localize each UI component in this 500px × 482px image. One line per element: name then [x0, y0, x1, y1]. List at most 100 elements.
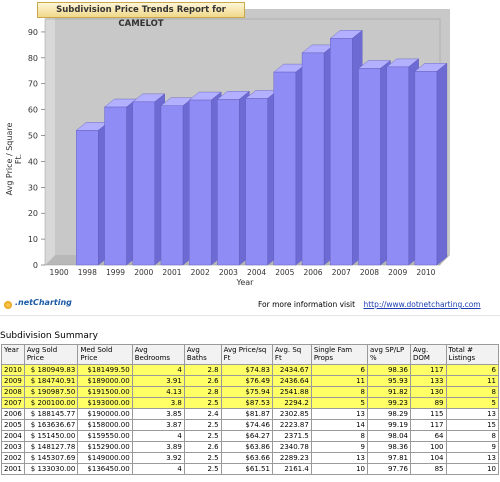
column-header: Avg Price/sq Ft	[220, 344, 273, 365]
table-cell: 89	[410, 397, 447, 409]
x-tick-label: 2003	[219, 268, 238, 277]
table-cell: $ 190987.50	[23, 386, 79, 398]
table-cell: 15	[445, 419, 499, 431]
table-cell: 5	[310, 397, 369, 409]
chart-left-wall	[45, 9, 55, 265]
bar	[217, 99, 240, 266]
y-tick-label: 0	[33, 261, 38, 270]
table-cell: 100	[410, 441, 447, 453]
y-tick-label: 40	[28, 157, 38, 166]
table-cell: 14	[310, 419, 369, 431]
column-header: Single Fam Props	[310, 344, 369, 365]
y-tick-label: 30	[28, 183, 38, 192]
bar	[330, 38, 353, 266]
table-cell: 97.81	[367, 452, 412, 464]
table-cell: 2.5	[183, 463, 222, 475]
table-cell: 99.23	[367, 397, 412, 409]
table-cell: $193000.00	[77, 397, 133, 409]
x-tick-label: 2001	[162, 268, 181, 277]
table-cell: 10	[310, 463, 369, 475]
column-header: Avg Sold Price	[23, 344, 79, 365]
chart-svg: 0 10 20 30 40 50 60 70 80 90 1900 1998 1999 2000 2001 2…	[28, 9, 450, 277]
table-cell: 98.36	[367, 441, 412, 453]
x-tick-label: 2000	[134, 268, 153, 277]
table-cell: $74.83	[220, 364, 273, 376]
table-cell: 3.89	[131, 441, 185, 453]
table-cell: 2004	[1, 430, 25, 442]
table-cell: $152900.00	[77, 441, 133, 453]
table-cell: 2436.64	[271, 375, 312, 387]
x-tick-label: 2006	[303, 268, 322, 277]
table-cell: 117	[410, 419, 447, 431]
table-cell: 2002	[1, 452, 25, 464]
table-cell: $61.51	[220, 463, 273, 475]
table-cell: 2371.5	[271, 430, 312, 442]
table-cell: 4	[131, 364, 185, 376]
table-cell: 4.13	[131, 386, 185, 398]
table-cell: 2340.78	[271, 441, 312, 453]
table-cell: $181499.50	[77, 364, 133, 376]
table-cell: 2007	[1, 397, 25, 409]
table-row: 2005 $ 163636.67 $158000.00 3.87 2.5 $74.46 22…	[1, 419, 499, 431]
summary-title: Subdivision Summary	[0, 331, 98, 341]
table-cell: 104	[410, 452, 447, 464]
x-tick-label: 2007	[332, 268, 351, 277]
more-info: For more information visit http://www.do…	[258, 300, 481, 309]
table-cell: $191500.00	[77, 386, 133, 398]
table-cell: 98.36	[367, 364, 412, 376]
bar	[245, 98, 268, 266]
y-tick-label: 70	[28, 80, 38, 89]
table-row: 2009 $ 184740.91 $189000.00 3.91 2.6 $76.49 24…	[1, 375, 499, 387]
x-tick-label: 1999	[106, 268, 125, 277]
table-cell: 6	[310, 364, 369, 376]
column-header: Avg Baths	[183, 344, 222, 365]
table-cell: $ 184740.91	[23, 375, 79, 387]
dotnetcharting-link[interactable]: http://www.dotnetcharting.com	[363, 300, 481, 309]
table-cell: 13	[310, 408, 369, 420]
column-header: Med Sold Price	[77, 344, 133, 365]
bar	[76, 130, 99, 266]
bar	[104, 106, 127, 266]
table-cell: 2.8	[183, 364, 222, 376]
y-tick-label: 90	[28, 28, 38, 37]
table-cell: 8	[310, 430, 369, 442]
y-tick-label: 50	[28, 132, 38, 141]
bar	[273, 71, 297, 266]
table-cell: 13	[310, 452, 369, 464]
table-cell: $63.86	[220, 441, 273, 453]
table-cell: 13	[445, 452, 499, 464]
chart-footer: .netCharting For more information visit …	[0, 296, 500, 314]
table-cell: $ 145307.69	[23, 452, 79, 464]
y-tick-label: 10	[28, 235, 38, 244]
table-cell: $81.87	[220, 408, 273, 420]
table-cell: 2006	[1, 408, 25, 420]
table-cell: $74.46	[220, 419, 273, 431]
column-header: Avg. Sq Ft	[271, 344, 312, 365]
table-cell: 11	[445, 375, 499, 387]
table-cell: 91.82	[367, 386, 412, 398]
table-cell: 95.93	[367, 375, 412, 387]
table-cell: 11	[310, 375, 369, 387]
table-cell: $ 200100.00	[23, 397, 79, 409]
y-tick-label: 80	[28, 54, 38, 63]
table-row: 2001 $ 133030.00 $136450.00 4 2.5 $61.51 2161.…	[1, 463, 499, 475]
x-tick-label: 2005	[275, 268, 294, 277]
chart-title: Subdivision Price Trends Report for CAME…	[37, 2, 245, 29]
table-cell: $158000.00	[77, 419, 133, 431]
table-row: 2002 $ 145307.69 $149000.00 3.92 2.5 $63.66 22…	[1, 452, 499, 464]
table-cell: 2.5	[183, 452, 222, 464]
table-cell: 5	[445, 397, 499, 409]
column-header: Avg Bedrooms	[131, 344, 185, 365]
table-cell: 2.8	[183, 386, 222, 398]
dotnetcharting-logo[interactable]: .netCharting	[2, 297, 76, 311]
x-tick-label: 2009	[388, 268, 407, 277]
table-cell: 2005	[1, 419, 25, 431]
column-header: Year	[1, 344, 25, 365]
bar	[160, 105, 184, 266]
table-cell: $87.53	[220, 397, 273, 409]
table-cell: $ 180949.83	[23, 364, 79, 376]
table-row: 2004 $ 151450.00 $159550.00 4 2.5 $64.27 2371.…	[1, 430, 499, 442]
table-cell: 10	[445, 463, 499, 475]
table-cell: 97.76	[367, 463, 412, 475]
table-cell: 8	[445, 386, 499, 398]
